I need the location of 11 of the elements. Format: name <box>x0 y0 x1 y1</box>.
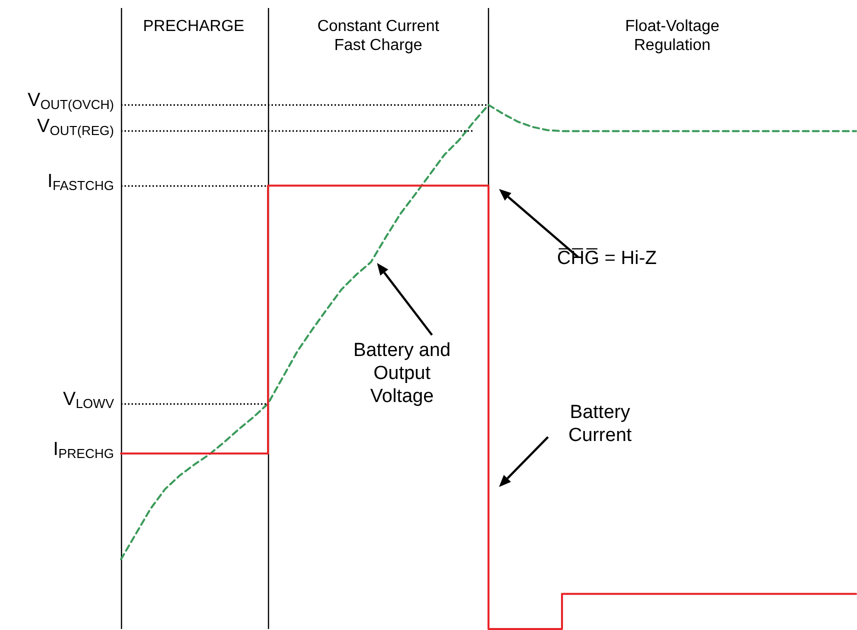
annotation: I$_{PRECHG}$ <box>53 439 114 462</box>
annotation: C̅H̅G̅ = Hi-Z <box>557 248 657 271</box>
annotation: Battery and Output Voltage <box>352 340 452 408</box>
ref-line-label: I$_{FASTCHG}$ <box>47 170 114 194</box>
text: PRECHARGE <box>143 17 244 36</box>
text: Constant Current Fast Charge <box>317 18 440 54</box>
annotation: Battery Current <box>567 402 633 448</box>
ref-line-label: V$_{OUT(OVCH)}$ <box>28 90 114 113</box>
ref-line-label: V$_{LOWV}$ <box>63 388 114 412</box>
ref-line-label: V$_{OUT(REG)}$ <box>37 116 114 139</box>
text: Float-Voltage Regulation <box>624 17 720 56</box>
